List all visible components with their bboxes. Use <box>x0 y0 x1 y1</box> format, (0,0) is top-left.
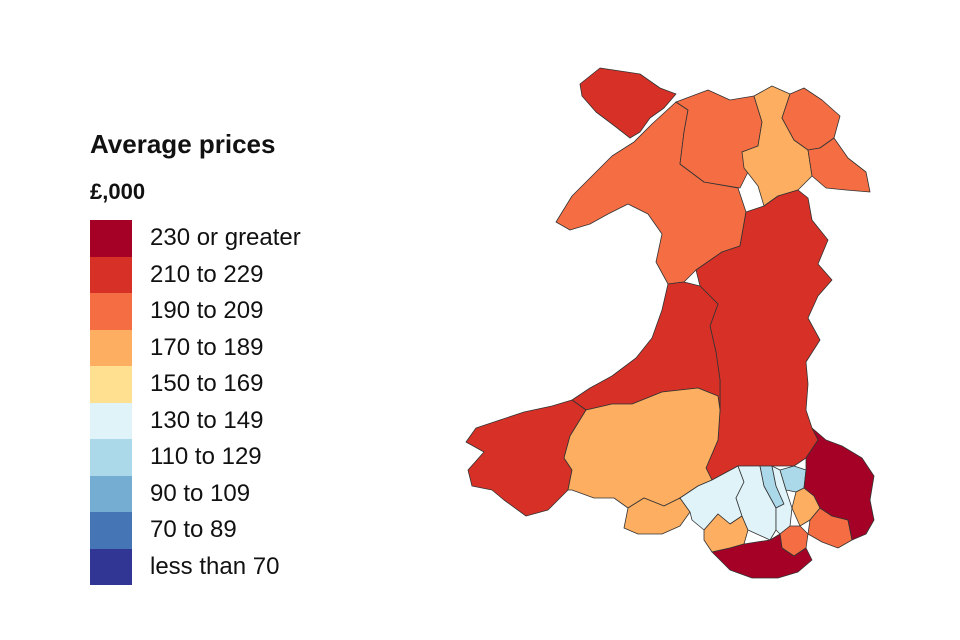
legend-swatch <box>90 220 132 257</box>
legend-label: 130 to 149 <box>150 406 264 434</box>
legend-label: 230 or greater <box>150 224 301 252</box>
legend-item: 90 to 109 <box>90 475 390 512</box>
region-swansea <box>623 497 691 535</box>
legend-list: 230 or greater 210 to 229 190 to 209 170… <box>90 220 390 585</box>
legend-unit: £,000 <box>90 179 146 204</box>
legend-title: Average prices <box>90 129 276 159</box>
legend-item: 150 to 169 <box>90 366 390 403</box>
legend-label: 90 to 109 <box>150 479 251 507</box>
region-wrexham <box>807 137 871 193</box>
legend-item: 190 to 209 <box>90 293 390 330</box>
legend-label: 210 to 229 <box>150 260 264 288</box>
legend-item: 210 to 229 <box>90 256 390 293</box>
legend-label: 170 to 189 <box>150 333 264 361</box>
legend-swatch <box>90 256 132 293</box>
legend-label: less than 70 <box>150 552 280 580</box>
legend-label: 70 to 89 <box>150 516 237 544</box>
legend-item: 110 to 129 <box>90 439 390 476</box>
region-vale-of-glamorgan <box>711 533 813 579</box>
legend-label: 110 to 129 <box>150 443 262 471</box>
legend-swatch <box>90 512 132 549</box>
legend-swatch <box>90 548 132 585</box>
legend-label: 190 to 209 <box>150 297 264 325</box>
legend-label: 150 to 169 <box>150 370 264 398</box>
legend-item: 170 to 189 <box>90 329 390 366</box>
legend-swatch <box>90 439 132 476</box>
legend-item: 70 to 89 <box>90 512 390 549</box>
legend-item: less than 70 <box>90 548 390 585</box>
legend-swatch <box>90 293 132 330</box>
legend-swatch <box>90 366 132 403</box>
legend-swatch <box>90 475 132 512</box>
legend-item: 130 to 149 <box>90 402 390 439</box>
region-monmouthshire <box>803 427 875 541</box>
legend-swatch <box>90 402 132 439</box>
legend-swatch <box>90 329 132 366</box>
legend-item: 230 or greater <box>90 220 390 257</box>
region-anglesey <box>579 67 677 139</box>
map-legend: Average prices £,000 230 or greater 210 … <box>90 128 390 585</box>
